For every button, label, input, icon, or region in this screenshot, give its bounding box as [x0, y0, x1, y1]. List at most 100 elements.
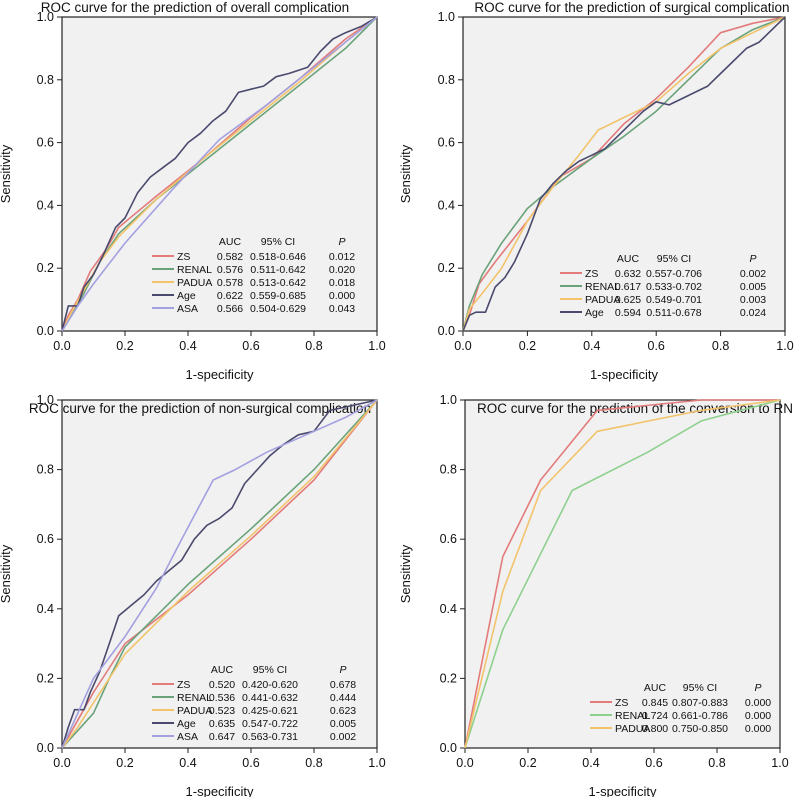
y-tick-label: 0.0 [37, 741, 54, 755]
x-tick-label: 0.4 [583, 339, 600, 353]
legend-auc: 0.622 [217, 290, 243, 302]
y-tick-label: 0.2 [37, 261, 54, 275]
x-tick-label: 0.8 [712, 339, 729, 353]
legend-name: ZS [177, 679, 190, 691]
x-axis-label: 1-specificity [186, 784, 254, 797]
x-tick-label: 0.4 [179, 756, 196, 770]
y-axis-label: Sensitivity [398, 144, 413, 203]
legend-header-p: P [338, 236, 345, 248]
chart-title: ROC curve for the prediction of the conv… [477, 401, 793, 416]
legend-name: RENAL [177, 264, 212, 276]
roc-chart-conversion-to-rn: ROC curve for the prediction of the conv… [398, 393, 800, 797]
legend-p: 0.000 [745, 697, 771, 709]
y-tick-label: 0.8 [440, 463, 457, 477]
roc-line-age [61, 399, 378, 749]
roc-line-asa [61, 399, 378, 749]
roc-line-renal [464, 399, 781, 749]
legend-p: 0.018 [329, 277, 355, 289]
legend-auc: 0.800 [642, 723, 668, 735]
legend-name: PADUA [177, 705, 212, 717]
legend-auc: 0.647 [209, 731, 235, 743]
legend-ci: 0.547-0.722 [242, 718, 298, 730]
y-tick-label: 0.6 [37, 136, 54, 150]
legend-header-auc: AUC [644, 682, 667, 694]
legend-name: ZS [585, 268, 598, 280]
legend-name: ASA [177, 731, 198, 743]
legend-ci: 0.511-0.678 [646, 307, 701, 319]
legend-ci: 0.441-0.632 [242, 692, 298, 704]
legend-auc: 0.523 [209, 705, 235, 717]
legend-ci: 0.563-0.731 [242, 731, 298, 743]
y-tick-label: 0.6 [440, 532, 457, 546]
x-tick-label: 0.8 [708, 756, 725, 770]
y-tick-label: 0.6 [438, 136, 455, 150]
legend-auc: 0.536 [209, 692, 235, 704]
y-axis-label: Sensitivity [0, 144, 13, 203]
roc-line-renal [61, 399, 378, 749]
legend-ci: 0.661-0.786 [672, 710, 728, 722]
roc-line-padua [462, 16, 786, 332]
y-tick-label: 1.0 [440, 393, 457, 407]
x-axis-label: 1-specificity [590, 367, 658, 382]
legend-header-ci: 95% CI [253, 664, 287, 676]
legend-ci: 0.549-0.701 [646, 294, 702, 306]
legend-p: 0.012 [329, 251, 355, 263]
x-tick-label: 0.6 [645, 756, 662, 770]
legend-header-auc: AUC [219, 236, 242, 248]
legend-name: ZS [177, 251, 190, 263]
legend-header-ci: 95% CI [657, 253, 691, 265]
legend-name: RENAL [615, 710, 650, 722]
legend-auc: 0.635 [209, 718, 235, 730]
x-tick-label: 0.0 [53, 756, 70, 770]
legend-auc: 0.566 [217, 303, 243, 315]
legend-auc: 0.576 [217, 264, 243, 276]
x-tick-label: 0.0 [53, 339, 70, 353]
roc-line-age [462, 16, 786, 332]
y-axis-label: Sensitivity [398, 544, 413, 603]
x-tick-label: 1.0 [368, 339, 385, 353]
legend-p: 0.003 [740, 294, 766, 306]
y-tick-label: 0.0 [440, 741, 457, 755]
chart-svg: ROC curve for the prediction of overall … [0, 0, 386, 382]
legend-ci: 0.513-0.642 [250, 277, 306, 289]
x-tick-label: 1.0 [776, 339, 793, 353]
y-tick-label: 0.0 [37, 324, 54, 338]
plot-area [462, 16, 786, 332]
y-tick-label: 0.8 [438, 73, 455, 87]
legend-header-auc: AUC [617, 253, 640, 265]
chart-title: ROC curve for the prediction of surgical… [474, 0, 789, 15]
plot-area [61, 16, 378, 332]
legend-ci: 0.557-0.706 [646, 268, 702, 280]
legend-p: 0.002 [330, 731, 356, 743]
chart-svg: ROC curve for the prediction of the conv… [398, 393, 793, 797]
legend-ci: 0.750-0.850 [672, 723, 728, 735]
chart-svg: ROC curve for the prediction of surgical… [398, 0, 794, 382]
legend-name: PADUA [615, 723, 650, 735]
legend-p: 0.024 [740, 307, 766, 319]
chart-svg: ROC curve for the prediction of non-surg… [0, 393, 386, 797]
x-axis-label: 1-specificity [589, 784, 657, 797]
roc-chart-overall-complication: ROC curve for the prediction of overall … [0, 0, 400, 398]
legend-ci: 0.518-0.646 [250, 251, 306, 263]
legend-auc: 0.578 [217, 277, 243, 289]
legend-p: 0.005 [740, 281, 766, 293]
y-tick-label: 0.2 [37, 671, 54, 685]
x-tick-label: 0.4 [179, 339, 196, 353]
roc-line-padua [61, 399, 378, 749]
legend-p: 0.005 [330, 718, 356, 730]
x-tick-label: 0.2 [519, 339, 536, 353]
chart-title: ROC curve for the prediction of overall … [41, 0, 349, 15]
legend-auc: 0.520 [209, 679, 235, 691]
x-tick-label: 0.2 [519, 756, 536, 770]
legend-header-p: P [339, 664, 346, 676]
legend-ci: 0.511-0.642 [250, 264, 305, 276]
y-axis-label: Sensitivity [0, 544, 13, 603]
legend-header-ci: 95% CI [261, 236, 295, 248]
legend-name: ASA [177, 303, 198, 315]
legend-p: 0.678 [330, 679, 356, 691]
y-tick-label: 1.0 [37, 393, 54, 407]
x-tick-label: 0.0 [454, 339, 471, 353]
legend-p: 0.000 [745, 710, 771, 722]
roc-chart-surgical-complication: ROC curve for the prediction of surgical… [398, 0, 800, 398]
legend-name: ZS [615, 697, 628, 709]
